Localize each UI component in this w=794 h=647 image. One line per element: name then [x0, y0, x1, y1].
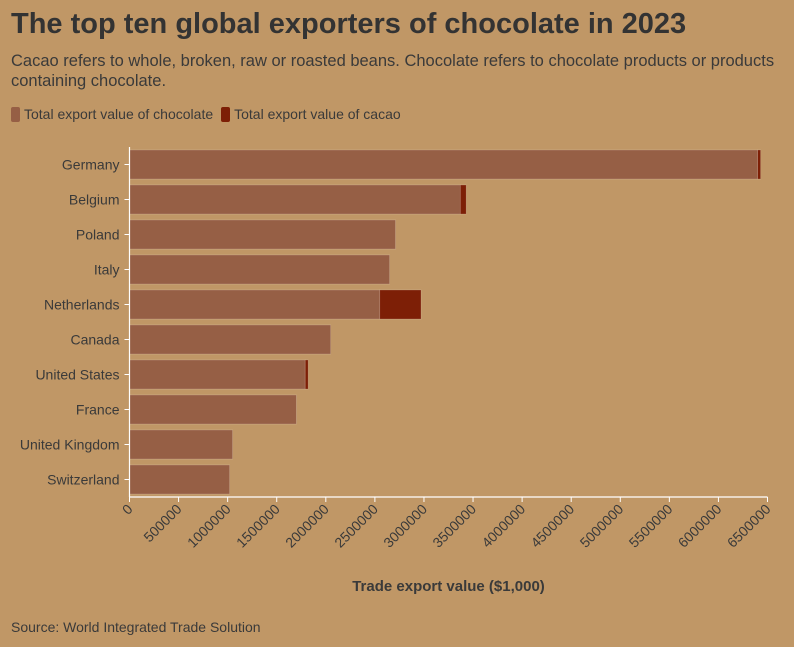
x-tick-label-6500000: 6500000: [724, 501, 774, 551]
bar-france-chocolate: [129, 394, 297, 425]
bar-belgium-chocolate: [129, 184, 461, 215]
chart-subtitle: Cacao refers to whole, broken, raw or ro…: [11, 52, 775, 90]
bar-united-states-cacao: [304, 359, 309, 390]
y-tick-label-united-states: United States: [35, 367, 119, 383]
bar-poland-chocolate: [129, 219, 396, 250]
x-tick-label-5000000: 5000000: [577, 501, 627, 551]
legend-item-chocolate: Total export value of chocolate: [11, 106, 213, 122]
x-tick-label-3500000: 3500000: [429, 501, 479, 551]
bar-belgium-cacao: [459, 184, 467, 215]
x-tick-label-3000000: 3000000: [380, 501, 430, 551]
y-tick-label-canada: Canada: [70, 332, 119, 348]
y-tick-label-united-kingdom: United Kingdom: [20, 437, 120, 453]
bar-united-kingdom-chocolate: [129, 429, 233, 460]
x-tick-label-2500000: 2500000: [331, 501, 381, 551]
bar-canada-chocolate: [129, 324, 332, 355]
bar-switzerland-chocolate: [129, 464, 230, 495]
bar-united-states-chocolate: [129, 359, 306, 390]
legend-label-cacao: Total export value of cacao: [234, 106, 401, 122]
y-tick-label-italy: Italy: [94, 262, 120, 278]
y-tick-label-switzerland: Switzerland: [47, 472, 119, 488]
legend-item-cacao: Total export value of cacao: [221, 106, 401, 122]
bar-netherlands-cacao: [379, 289, 422, 320]
legend-swatch-cacao: [221, 106, 231, 122]
source-note: Source: World Integrated Trade Solution: [11, 619, 261, 635]
y-tick-label-belgium: Belgium: [69, 192, 120, 208]
x-tick-label-1500000: 1500000: [233, 501, 283, 551]
chart-title: The top ten global exporters of chocolat…: [11, 8, 687, 40]
bar-germany-cacao: [757, 149, 761, 180]
y-tick-label-poland: Poland: [76, 227, 120, 243]
x-tick-label-1000000: 1000000: [184, 501, 234, 551]
x-tick-label-5500000: 5500000: [626, 501, 676, 551]
x-tick-label-2000000: 2000000: [282, 501, 332, 551]
x-tick-label-4500000: 4500000: [527, 501, 577, 551]
x-axis-label: Trade export value ($1,000): [352, 578, 545, 595]
bar-italy-chocolate: [129, 254, 390, 285]
legend-swatch-chocolate: [11, 106, 20, 122]
legend-label-chocolate: Total export value of chocolate: [24, 106, 214, 122]
legend: Total export value of chocolate Total ex…: [11, 106, 409, 122]
x-tick-label-6000000: 6000000: [675, 501, 725, 551]
y-tick-label-germany: Germany: [62, 157, 120, 173]
bar-netherlands-chocolate: [129, 289, 381, 320]
x-tick-label-4000000: 4000000: [478, 501, 528, 551]
y-tick-label-netherlands: Netherlands: [44, 297, 120, 313]
bar-germany-chocolate: [129, 149, 758, 180]
y-tick-label-france: France: [76, 402, 120, 418]
x-tick-label-0: 0: [119, 501, 136, 518]
x-tick-label-500000: 500000: [140, 501, 184, 545]
